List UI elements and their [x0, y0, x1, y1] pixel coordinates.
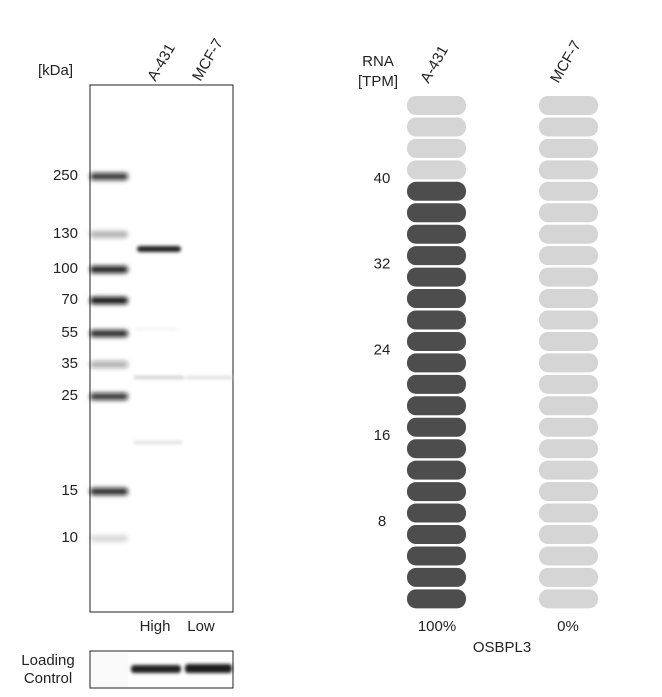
rna-pill	[539, 246, 598, 266]
rna-pill	[539, 417, 598, 437]
percent-label: 100%	[418, 618, 456, 635]
rna-pill	[407, 246, 466, 266]
ladder-band	[90, 173, 128, 180]
rna-pill	[407, 310, 466, 330]
rna-pill	[539, 374, 598, 394]
rna-pill	[539, 310, 598, 330]
marker-label: 250	[53, 167, 78, 184]
ladder-band	[90, 231, 128, 238]
rna-pill	[539, 289, 598, 309]
rna-axis-label: RNA	[362, 53, 394, 70]
marker-label: 55	[61, 324, 78, 341]
rna-tick-label: 40	[374, 170, 391, 187]
rna-pill	[539, 203, 598, 223]
marker-label: 130	[53, 225, 78, 242]
rna-pill	[539, 546, 598, 566]
rna-pill	[539, 396, 598, 416]
rna-tick-label: 8	[378, 513, 386, 530]
lane-label: A-431	[144, 41, 179, 84]
rna-pill	[539, 181, 598, 201]
loading-label: Loading	[21, 652, 74, 669]
rna-tick-label: 24	[374, 341, 391, 358]
ladder-band	[90, 266, 128, 273]
marker-label: 25	[61, 387, 78, 404]
ladder	[90, 173, 128, 542]
marker-label: 15	[61, 482, 78, 499]
rna-pill	[407, 374, 466, 394]
blot	[89, 84, 234, 613]
marker-label: 100	[53, 260, 78, 277]
ladder-band	[90, 297, 128, 304]
ladder-band	[90, 488, 128, 495]
rna-pill	[539, 267, 598, 287]
rna-pill	[539, 525, 598, 544]
sample-label: MCF-7	[547, 38, 585, 86]
rna-pill	[407, 460, 466, 480]
rna-pill	[407, 96, 466, 115]
rna-pill	[407, 203, 466, 223]
rna-pill	[407, 138, 466, 158]
rna-pill	[407, 525, 466, 544]
rna-pill	[539, 439, 598, 459]
rna-pill	[539, 331, 598, 351]
ladder-band	[90, 330, 128, 337]
rna-pill	[539, 117, 598, 137]
lane-level: Low	[187, 618, 215, 635]
rna-pill	[407, 353, 466, 373]
rna-axis-label: [TPM]	[358, 73, 398, 90]
rna-pill	[539, 224, 598, 244]
rna-pill	[539, 482, 598, 502]
rna-pill	[407, 181, 466, 201]
ladder-band	[90, 393, 128, 400]
loading-label: Control	[24, 670, 72, 687]
rna-pill	[407, 417, 466, 437]
rna-pill	[539, 567, 598, 587]
rna-tick-label: 32	[374, 256, 391, 273]
rna-pill	[407, 117, 466, 137]
loading-bands	[131, 664, 232, 673]
rna-pill	[407, 546, 466, 566]
gene-label: OSBPL3	[473, 639, 531, 656]
marker-label: 70	[61, 291, 78, 308]
rna-pill	[539, 138, 598, 158]
lane-label: MCF-7	[189, 36, 227, 84]
rna-pill	[407, 503, 466, 523]
rna-pill	[539, 460, 598, 480]
ladder-band	[90, 361, 128, 368]
ladder-band	[90, 535, 128, 542]
rna-pill	[407, 396, 466, 416]
rna-tick-label: 16	[374, 427, 391, 444]
sample-label: A-431	[417, 43, 452, 86]
rna-pill	[539, 589, 598, 609]
unit-label: [kDa]	[38, 62, 73, 79]
rna-pill	[407, 289, 466, 309]
rna-pill	[407, 331, 466, 351]
rna-pill	[539, 96, 598, 115]
rna-pill	[407, 482, 466, 502]
rna-pill	[407, 160, 466, 180]
lane-level: High	[140, 618, 171, 635]
rna-pill	[407, 439, 466, 459]
marker-label: 10	[61, 529, 78, 546]
rna-pill	[539, 160, 598, 180]
rna-pill	[407, 567, 466, 587]
loading-blot-edge	[91, 652, 128, 687]
rna-pill	[407, 224, 466, 244]
rna-pill	[407, 267, 466, 287]
rna-pill	[407, 589, 466, 609]
rna-pill	[539, 503, 598, 523]
rna-pill	[539, 353, 598, 373]
percent-label: 0%	[557, 618, 579, 635]
marker-label: 35	[61, 355, 78, 372]
blot-bands	[134, 246, 232, 444]
